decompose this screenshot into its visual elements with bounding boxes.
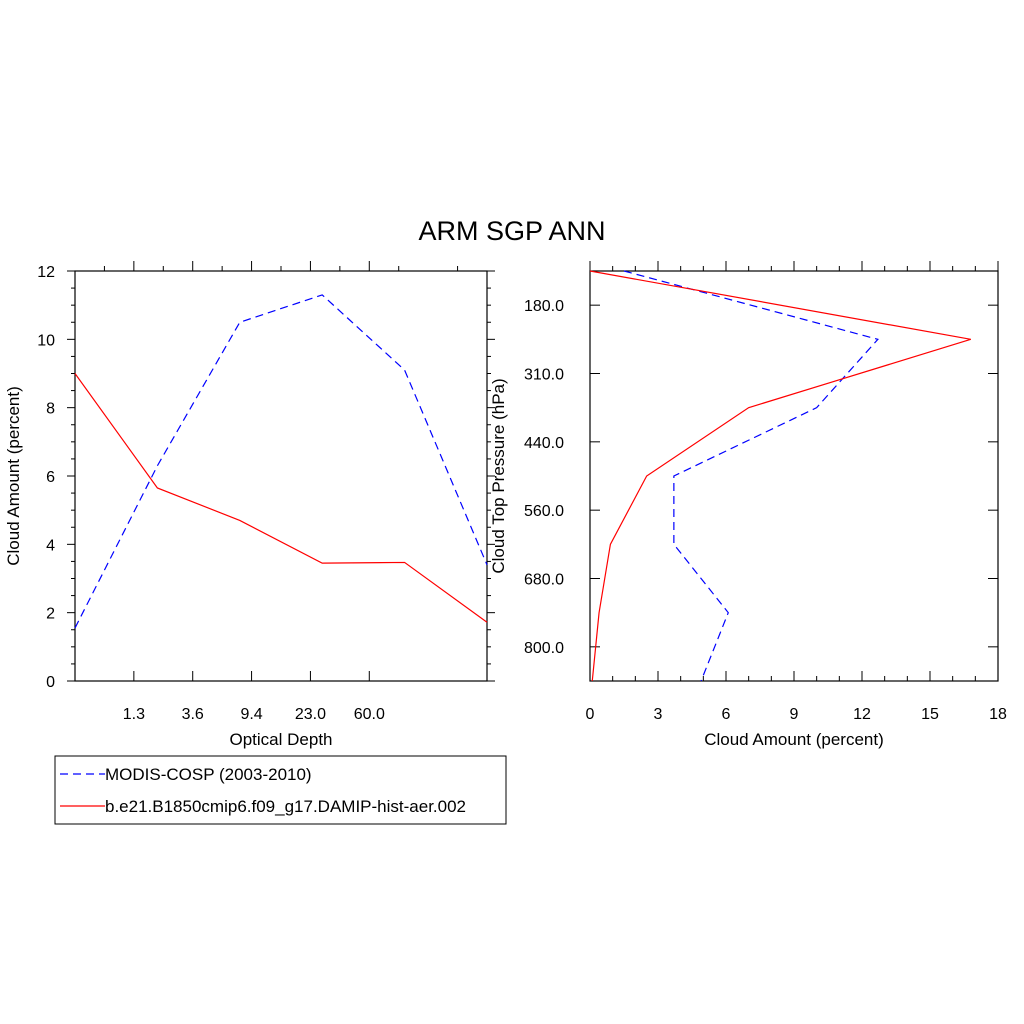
left-plot-frame <box>74 270 488 682</box>
right-series-line-0 <box>623 270 879 682</box>
left-y-tick-label: 4 <box>46 537 55 554</box>
right-x-tick-label: 3 <box>654 706 663 723</box>
right-x-tick-label: 0 <box>586 706 595 723</box>
left-x-axis-label: Optical Depth <box>230 730 333 749</box>
right-series-line-1 <box>589 270 971 682</box>
right-y-tick-label: 680.0 <box>524 572 564 589</box>
left-y-tick-label: 10 <box>37 332 55 349</box>
legend: MODIS-COSP (2003-2010) b.e21.B1850cmip6.f… <box>54 755 507 825</box>
left-x-tick-label: 60.0 <box>354 706 385 723</box>
legend-box <box>54 755 507 825</box>
right-x-tick-label: 6 <box>722 706 731 723</box>
right-x-tick-label: 15 <box>921 706 939 723</box>
right-y-tick-label: 440.0 <box>524 435 564 452</box>
right-plot: 0 3 6 9 12 15 18 180.0 310.0 440.0 560.0 680.0 800.0… <box>489 261 1007 749</box>
left-y-tick-label: 6 <box>46 469 55 486</box>
left-x-tick-label: 9.4 <box>240 706 262 723</box>
left-y-tick-label: 12 <box>37 264 55 281</box>
left-plot: 1.3 3.6 9.4 23.0 60.0 0 2 4 6 8 10 12 Optical Depth C… <box>4 261 495 749</box>
left-x-tick-label: 3.6 <box>182 706 204 723</box>
right-y-tick-label: 560.0 <box>524 503 564 520</box>
right-x-tick-label: 9 <box>790 706 799 723</box>
left-series-line-0 <box>74 294 488 629</box>
right-y-tick-label: 310.0 <box>524 367 564 384</box>
right-y-axis-label: Cloud Top Pressure (hPa) <box>489 378 508 573</box>
left-y-tick-label: 8 <box>46 401 55 418</box>
left-y-axis-label: Cloud Amount (percent) <box>4 386 23 566</box>
right-y-tick-label: 180.0 <box>524 298 564 315</box>
chart-title: ARM SGP ANN <box>418 216 605 246</box>
left-x-tick-label: 1.3 <box>123 706 145 723</box>
left-y-tick-label: 2 <box>46 606 55 623</box>
left-series-line-1 <box>74 373 488 623</box>
right-x-tick-label: 12 <box>853 706 871 723</box>
left-y-tick-label: 0 <box>46 674 55 691</box>
right-y-tick-label: 800.0 <box>524 640 564 657</box>
legend-label-0: MODIS-COSP (2003-2010) <box>105 765 312 784</box>
left-x-tick-label: 23.0 <box>295 706 326 723</box>
legend-label-1: b.e21.B1850cmip6.f09_g17.DAMIP-hist-aer.… <box>105 797 466 816</box>
right-plot-frame <box>589 270 999 682</box>
right-x-axis-label: Cloud Amount (percent) <box>704 730 884 749</box>
right-x-tick-label: 18 <box>989 706 1007 723</box>
